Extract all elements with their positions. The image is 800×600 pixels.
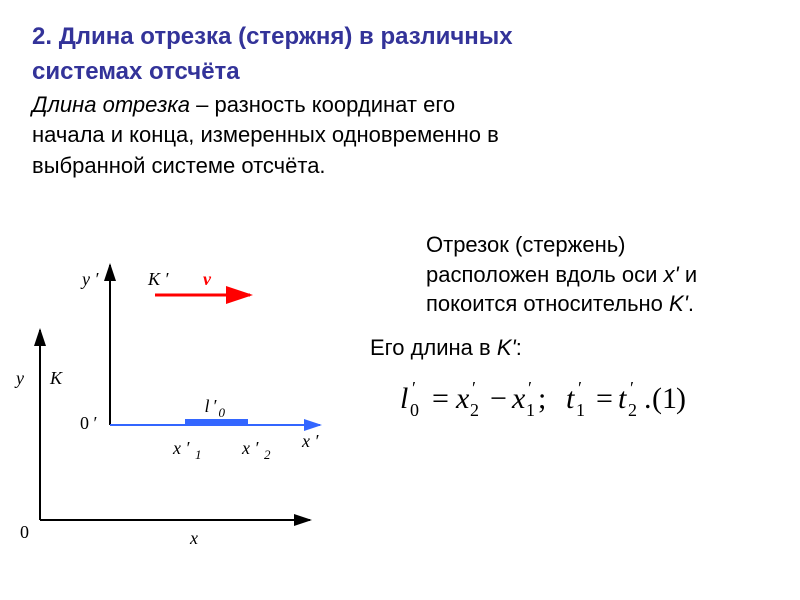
body-line2-pre: расположен вдоль оси xyxy=(426,262,664,287)
svg-text:l: l xyxy=(400,382,408,415)
svg-text:;: ; xyxy=(538,382,546,415)
svg-text:x ′: x ′ xyxy=(172,438,190,458)
svg-text:′: ′ xyxy=(578,378,582,398)
svg-text:−: − xyxy=(490,382,507,415)
svg-text:y: y xyxy=(14,368,24,388)
svg-text:): ) xyxy=(676,382,686,415)
body-line3-var: K' xyxy=(669,291,688,316)
svg-text:2: 2 xyxy=(470,400,479,420)
svg-text:1: 1 xyxy=(662,382,677,415)
formula: l′0=x′2−x′1;t′1=t′2.(1) xyxy=(400,370,780,430)
svg-text:′: ′ xyxy=(630,378,634,398)
heading-line2: системах отсчёта xyxy=(32,58,240,85)
svg-text:1: 1 xyxy=(195,447,202,462)
section-heading: 2. Длина отрезка (стержня) в различных с… xyxy=(32,20,768,90)
body-line1: Отрезок (стержень) xyxy=(370,230,770,260)
body-line4-pre: Его длина в xyxy=(370,335,497,360)
svg-text:.: . xyxy=(644,382,652,415)
svg-text:′: ′ xyxy=(472,378,476,398)
svg-text:0: 0 xyxy=(20,522,29,542)
svg-text:′: ′ xyxy=(528,378,532,398)
definition-paragraph: Длина отрезка – разность координат его н… xyxy=(32,90,768,182)
body-line3-post: . xyxy=(688,291,694,316)
body-line2-var: x' xyxy=(664,262,679,287)
svg-text:1: 1 xyxy=(576,400,585,420)
svg-text:=: = xyxy=(432,382,449,415)
definition-dash: – xyxy=(190,92,214,117)
svg-text:2: 2 xyxy=(628,400,637,420)
svg-text:K ′: K ′ xyxy=(147,269,170,289)
svg-text:K: K xyxy=(49,368,63,388)
svg-text:x: x xyxy=(455,382,470,415)
definition-rest1: разность координат его xyxy=(214,92,455,117)
definition-rest2: начала и конца, измеренных одновременно … xyxy=(32,122,499,147)
svg-text:l: l xyxy=(205,396,210,416)
svg-text:0: 0 xyxy=(219,405,226,420)
body-line4: Его длина в K': xyxy=(370,333,770,363)
svg-text:0 ′: 0 ′ xyxy=(80,413,98,433)
svg-text:′: ′ xyxy=(213,396,218,416)
body-line1-text: Отрезок (стержень) xyxy=(426,232,626,257)
svg-text:(: ( xyxy=(652,382,662,415)
svg-text:x ′: x ′ xyxy=(301,431,319,451)
body-line3-pre: покоится относительно xyxy=(426,291,669,316)
svg-text:′: ′ xyxy=(412,378,416,398)
heading-line1: Длина отрезка (стержня) в различных xyxy=(59,23,513,50)
svg-text:1: 1 xyxy=(526,400,535,420)
svg-text:v: v xyxy=(203,269,212,289)
body-line4-post: : xyxy=(516,335,522,360)
body-text: Отрезок (стержень) расположен вдоль оси … xyxy=(370,230,770,363)
svg-text:0: 0 xyxy=(410,400,419,420)
svg-text:=: = xyxy=(596,382,613,415)
definition-rest3: выбранной системе отсчёта. xyxy=(32,153,326,178)
body-line2: расположен вдоль оси x' и xyxy=(370,260,770,290)
diagram: yK0xy ′K ′0 ′x ′vl′0x ′1x ′2 xyxy=(0,230,350,550)
svg-text:x ′: x ′ xyxy=(241,438,259,458)
heading-number: 2. xyxy=(32,23,52,50)
svg-text:x: x xyxy=(511,382,526,415)
svg-text:x: x xyxy=(189,528,198,548)
body-line4-var: K' xyxy=(497,335,516,360)
body-line3: покоится относительно K'. xyxy=(370,289,770,319)
svg-text:t: t xyxy=(566,382,575,415)
body-line2-post: и xyxy=(679,262,697,287)
svg-text:2: 2 xyxy=(264,447,271,462)
svg-text:t: t xyxy=(618,382,627,415)
svg-text:y ′: y ′ xyxy=(80,269,99,289)
definition-term: Длина отрезка xyxy=(32,92,190,117)
